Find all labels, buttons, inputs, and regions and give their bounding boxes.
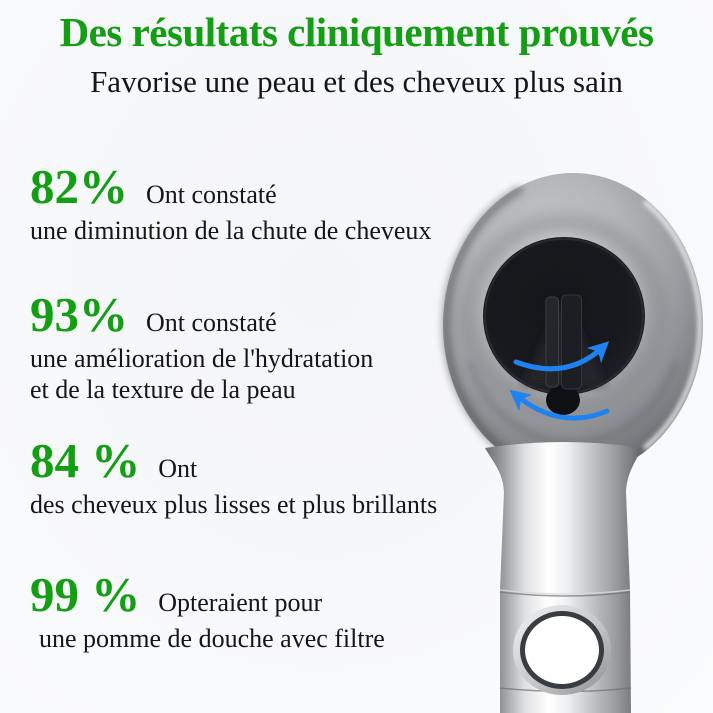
stat-filter-preference: 99 % Opteraient pour une pomme de douche … (30, 566, 385, 654)
stat-row: 84 % Ont (30, 432, 437, 489)
mode-selector-knob (522, 294, 606, 415)
stat-row: 93% Ont constaté (30, 286, 373, 343)
stat-row: 99 % Opteraient pour (30, 566, 385, 623)
filter-window-glass (525, 616, 599, 684)
shower-handle (485, 442, 642, 713)
knob-right-fin (561, 294, 582, 390)
handle-seam-upper-highlight (499, 589, 631, 595)
stat-description: des cheveux plus lisses et plus brillant… (30, 490, 438, 519)
stat-label: Opteraient pour (158, 588, 323, 617)
stat-value: 99 % (30, 567, 141, 622)
shower-head-image (442, 173, 703, 713)
stat-label: Ont constaté (146, 180, 277, 209)
stat-hydration: 93% Ont constaté une amélioration de l'hy… (30, 286, 373, 405)
stat-description: une diminution de la chute de cheveux (30, 216, 432, 245)
stat-description: une amélioration de l'hydratation (30, 344, 374, 373)
page-subtitle: Favorise une peau et des cheveux plus sa… (90, 64, 623, 99)
stat-value: 82% (30, 159, 128, 214)
head-right-highlight-rim (643, 200, 703, 450)
head-left-shadow-rim (442, 186, 523, 464)
stat-smooth-hair: 84 % Ont des cheveux plus lisses et plus … (30, 432, 437, 520)
stat-description: une pomme de douche avec filtre (39, 624, 385, 653)
stat-hair-loss: 82% Ont constaté une diminution de la chu… (30, 158, 431, 246)
filter-window (513, 605, 611, 695)
knob-base-notch (546, 385, 580, 415)
knob-left-fin (545, 296, 559, 388)
rotation-arrow-clockwise-icon (513, 341, 610, 372)
stat-description: et de la texture de la peau (30, 375, 296, 404)
stat-value: 84 % (30, 433, 141, 488)
shower-head-ball (442, 173, 703, 477)
stat-label: Ont (158, 454, 198, 483)
stat-row: 82% Ont constaté (30, 158, 431, 215)
stat-value: 93% (30, 287, 128, 342)
page-title: Des résultats cliniquement prouvés (59, 9, 654, 55)
stat-label: Ont constaté (146, 308, 277, 337)
rotation-arrow-counterclockwise-icon (509, 389, 610, 421)
handle-seam-upper (499, 591, 631, 597)
